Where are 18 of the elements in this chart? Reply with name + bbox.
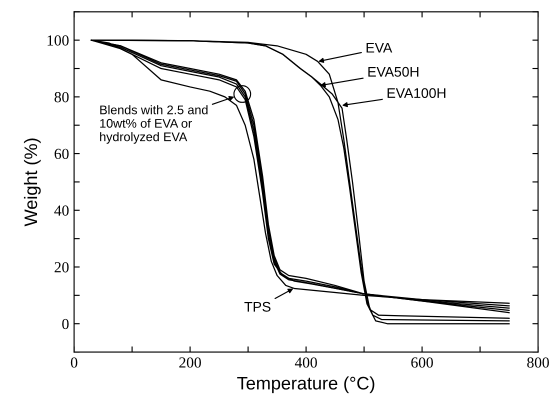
annotation: EVA bbox=[366, 42, 392, 53]
annotation: EVA100H bbox=[388, 88, 446, 98]
y-tick-label: 80 bbox=[54, 92, 69, 102]
y-axis-title: Weight (%) bbox=[24, 138, 41, 226]
y-tick-label: 100 bbox=[48, 35, 69, 46]
annotation: TPS bbox=[244, 302, 270, 312]
x-tick-label: 0 bbox=[70, 357, 78, 368]
annotation: EVA50H bbox=[368, 66, 418, 77]
x-tick-label: 200 bbox=[179, 357, 201, 368]
y-tick-label: 0 bbox=[62, 318, 69, 330]
x-axis-title: Temperature (°C) bbox=[237, 376, 374, 394]
y-tick-label: 20 bbox=[54, 262, 69, 272]
y-tick-label: 40 bbox=[54, 205, 69, 216]
x-tick-label: 600 bbox=[411, 357, 433, 368]
annotation: Blends with 2.5 and 10wt% of EVA or hydrolyzed EVA bbox=[100, 105, 208, 144]
y-tick-label: 60 bbox=[54, 148, 69, 160]
x-tick-label: 800 bbox=[527, 357, 549, 368]
x-tick-label: 400 bbox=[294, 357, 317, 368]
